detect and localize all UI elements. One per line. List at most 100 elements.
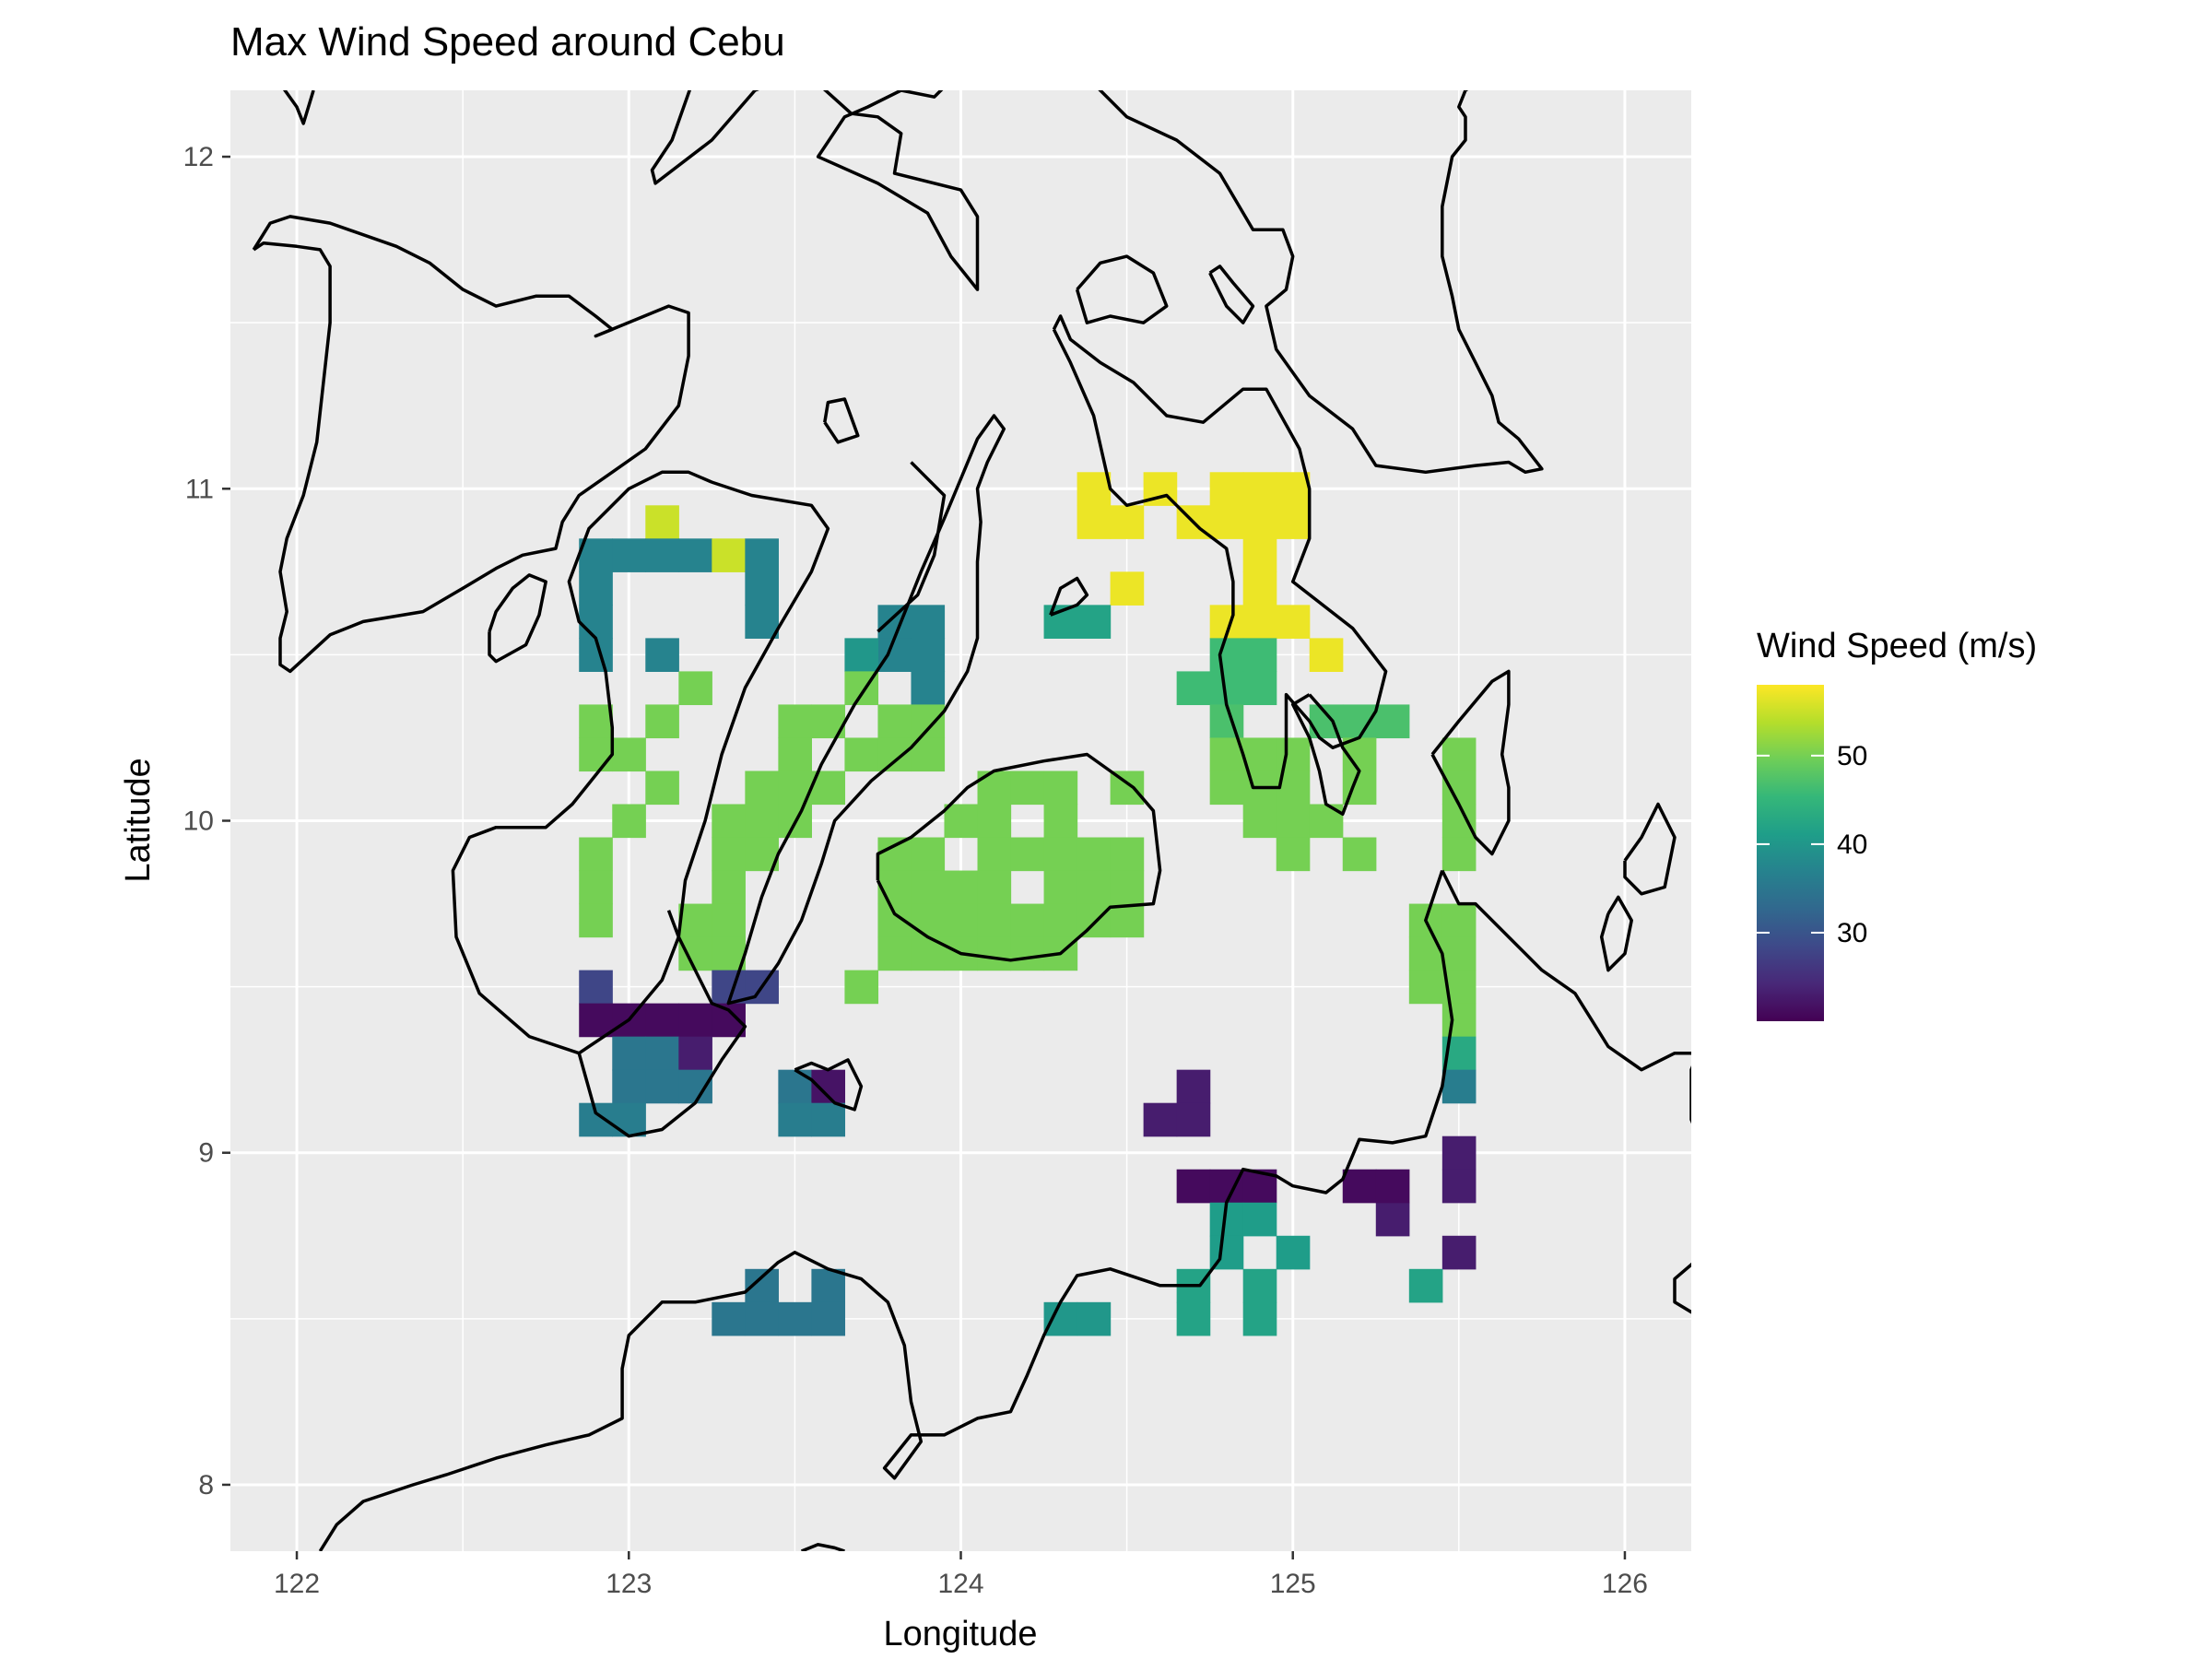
y-axis: 8 9 10 11 12	[183, 142, 230, 1500]
heatmap-cell: 124.3, 9.7: 50	[1043, 903, 1078, 938]
heatmap-cell: 123.3, 10: 50	[712, 804, 746, 839]
heatmap-cell: 124.8, 11: 57	[1209, 472, 1244, 506]
heatmap-cell: 123.5, 8.5: 35	[778, 1301, 812, 1336]
coastline	[816, 90, 980, 291]
heatmap-cell: 124.4, 10.6: 42	[1077, 605, 1112, 639]
heatmap-cell: 122.9, 9.9: 50	[579, 837, 613, 872]
heatmap-cell: 123.4, 10.7: 37	[745, 571, 779, 606]
heatmap-cell: 123.5, 10.3: 50	[778, 704, 812, 739]
heatmap-cell: 124.4, 10.9: 57	[1077, 505, 1112, 539]
x-axis-title: Longitude	[884, 1615, 1038, 1653]
coastlines	[252, 90, 1691, 1551]
heatmap-cell: 124.7, 8.5: 42	[1176, 1301, 1211, 1336]
coastline	[1673, 1262, 1691, 1314]
heatmap-cell: 122.9, 10.6: 37	[579, 605, 613, 639]
heatmap-cell: 124.9, 10.5: 46	[1242, 638, 1277, 672]
heatmap-cell: 123, 10: 50	[612, 804, 646, 839]
heatmap-cell: 125, 10.2: 50	[1276, 737, 1311, 772]
heatmap-cell: 125.5, 10.2: 50	[1441, 737, 1477, 772]
heatmap-cell: 123.3, 10.8: 55	[712, 538, 746, 572]
heatmap-cell: 123.7, 10.2: 50	[844, 737, 879, 772]
heatmap-cell: 125.5, 9.9: 50	[1441, 837, 1477, 872]
heatmap-cell: 125.4, 8.6: 42	[1408, 1268, 1443, 1303]
coastline	[1052, 314, 1388, 790]
heatmap-cell: 125.5, 9.6: 50	[1441, 936, 1477, 971]
legend-tick-label: 30	[1837, 918, 1867, 948]
heatmap-cell: 125.4, 9.5: 50	[1408, 970, 1443, 1005]
x-tick-label: 126	[1602, 1569, 1648, 1599]
heatmap-cell: 123.9, 9.8: 50	[911, 870, 946, 905]
heatmap-cell: 123.9, 10.5: 37	[911, 638, 946, 672]
heatmap-cell: 122.9, 9.4: 21	[579, 1003, 613, 1038]
heatmap-cell: 125, 8.7: 41	[1276, 1235, 1311, 1270]
heatmap-cell: 125.2, 8.9: 21	[1342, 1169, 1377, 1204]
heatmap-cell: 125.5, 8.9: 23	[1441, 1169, 1477, 1204]
heatmap-cell: 122.9, 10.3: 50	[579, 704, 613, 739]
heatmap-cell: 124.7, 9.1: 23	[1176, 1102, 1211, 1137]
heatmap-cell: 123.3, 9.8: 50	[712, 870, 746, 905]
heatmap-cell: 125.2, 9.9: 50	[1342, 837, 1377, 872]
heatmap-cell: 124, 9.8: 50	[944, 870, 979, 905]
legend-tick-label: 40	[1837, 830, 1867, 860]
heatmap-cell: 123.2, 9.3: 23	[678, 1036, 712, 1071]
coastline	[282, 90, 315, 125]
heatmap-cell: 124.8, 10.9: 57	[1209, 505, 1244, 539]
coastline	[1075, 254, 1169, 324]
heatmap-cell: 124.5, 10.9: 57	[1110, 505, 1145, 539]
heatmap-cell: 123.4, 8.5: 35	[745, 1301, 779, 1336]
coastline	[877, 461, 947, 633]
heatmap-cell: 124.4, 9.8: 50	[1077, 870, 1112, 905]
heatmap-cell: 124.1, 9.6: 50	[977, 936, 1012, 971]
heatmap-cell: 125, 11: 57	[1276, 472, 1311, 506]
heatmap-cell: 122.9, 10.7: 37	[579, 571, 613, 606]
y-tick-label: 8	[198, 1470, 214, 1500]
heatmap-cell: 125.5, 8.7: 23	[1441, 1235, 1477, 1270]
heatmap-cell: 124.8, 8.9: 21	[1209, 1169, 1244, 1204]
heatmap-cell: 123.1, 9.3: 35	[645, 1036, 679, 1071]
x-axis: 122 123 124 125 126	[274, 1551, 1648, 1599]
y-axis-title: Latitude	[119, 758, 158, 882]
heatmap-cell: 124.2, 9.6: 50	[1010, 936, 1045, 971]
heatmap-cell: 123.9, 10.6: 37	[911, 605, 946, 639]
heatmap-cell: 123.2, 9.7: 50	[678, 903, 712, 938]
coastline	[1049, 576, 1089, 617]
heatmap-cell: 124.9, 10.2: 50	[1242, 737, 1277, 772]
coastline	[800, 1543, 845, 1551]
heatmap-cell: 124.6, 9.1: 23	[1143, 1102, 1178, 1137]
coastline	[823, 397, 860, 444]
coastline	[876, 752, 1162, 962]
heatmap-cell: 123.1, 9.4: 21	[645, 1003, 679, 1038]
heatmap-cell: 123.2, 10.4: 50	[678, 671, 712, 706]
coastline	[577, 910, 747, 1138]
x-tick-label: 122	[274, 1569, 320, 1599]
legend-title: Wind Speed (m/s)	[1757, 627, 2037, 665]
heatmap-cell: 124.4, 11: 57	[1077, 472, 1112, 506]
heatmap-cell: 124.1, 10.1: 50	[977, 771, 1012, 806]
heatmap-cell: 123.2, 9.4: 21	[678, 1003, 712, 1038]
heatmap-cell: 124.3, 10: 50	[1043, 804, 1078, 839]
heatmap-cell: 125.5, 10.1: 50	[1441, 771, 1477, 806]
heatmap-cell: 123.9, 9.9: 50	[911, 837, 946, 872]
heatmap-cell: 123.8, 9.6: 50	[877, 936, 912, 971]
heatmap-cell: 124, 9.7: 50	[944, 903, 979, 938]
heatmap-cell: 123.4, 10.8: 37	[745, 538, 779, 572]
heatmap-cell: 124.9, 10.6: 57	[1242, 605, 1277, 639]
heatmap-cell: 124.9, 10.7: 57	[1242, 571, 1277, 606]
heatmap-cell: 122.9, 9.7: 50	[579, 903, 613, 938]
coastline	[1430, 669, 1511, 856]
heatmap-cell: 123.1, 10.8: 37	[645, 538, 679, 572]
heatmap-cell: 124.2, 9.9: 50	[1010, 837, 1045, 872]
y-tick-label: 11	[185, 474, 214, 504]
coastline	[1208, 265, 1255, 324]
heatmap-cell: 123.9, 10.4: 37	[911, 671, 946, 706]
y-tick-label: 9	[198, 1138, 214, 1169]
heatmap-cell: 124.8, 10.5: 46	[1209, 638, 1244, 672]
heatmap-cell: 123.2, 9.2: 35	[678, 1069, 712, 1104]
heatmap-cell: 124.3, 8.5: 40	[1043, 1301, 1078, 1336]
heatmap-cell: 123.8, 10.5: 37	[877, 638, 912, 672]
heatmap-cell: 125.5, 9.7: 50	[1441, 903, 1477, 938]
x-tick-label: 124	[937, 1569, 983, 1599]
coastline	[1098, 90, 1544, 475]
heatmap-cell: 123.6, 8.5: 35	[811, 1301, 846, 1336]
